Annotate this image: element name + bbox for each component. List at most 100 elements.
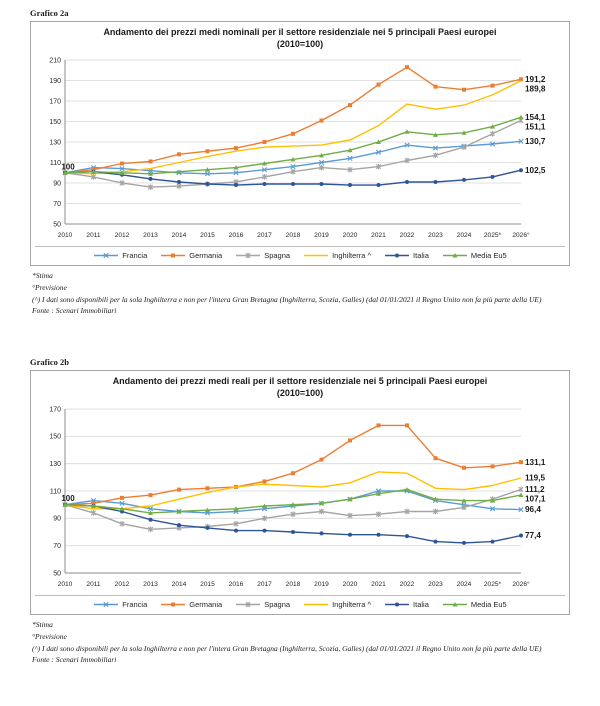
chart-title-2b-line2: (2010=100) <box>276 387 324 398</box>
line-chart-nominal: 50 70 90 110 130 150 170 190 210 2010 2011 2012 2013… <box>49 58 546 240</box>
svg-text:2021: 2021 <box>371 581 386 588</box>
svg-text:2016: 2016 <box>229 581 244 588</box>
chart-title-2b: Andamento dei prezzi medi reali per il s… <box>35 376 565 399</box>
svg-text:50: 50 <box>53 222 61 229</box>
footnotes-2a: *Stima °Previsione (^) I dati sono dispo… <box>32 270 570 317</box>
svg-text:50: 50 <box>53 571 61 578</box>
svg-text:131,1: 131,1 <box>525 458 546 467</box>
chart-label-2b: Grafico 2b <box>30 356 69 367</box>
chart-title-2a-line2: (2010=100) <box>276 38 324 49</box>
chart-title-2a: Andamento dei prezzi medi nominali per i… <box>35 27 565 50</box>
legend-label: Media Eu5 <box>470 251 507 261</box>
report-page: Grafico 2a Andamento dei prezzi medi nom… <box>30 8 570 666</box>
svg-text:154,1: 154,1 <box>525 113 546 122</box>
svg-text:130: 130 <box>49 140 61 147</box>
svg-text:2020: 2020 <box>343 581 358 588</box>
svg-text:170: 170 <box>49 407 61 414</box>
svg-text:2012: 2012 <box>115 232 130 239</box>
legend-item-media-eu5: Media Eu5 <box>442 600 507 609</box>
footnote-nota-inghilterra: (^) I dati sono disponibili per la sola … <box>32 294 542 304</box>
svg-text:90: 90 <box>53 516 61 523</box>
footnote-fonte: Fonte : Scenari Immobiliari <box>32 306 117 316</box>
chart-panel-2b: Andamento dei prezzi medi reali per il s… <box>30 369 570 616</box>
footnote-previsione: °Previsione <box>32 283 67 292</box>
legend-label: Francia <box>122 600 148 610</box>
svg-text:100: 100 <box>61 494 75 503</box>
svg-text:2013: 2013 <box>143 581 158 588</box>
footnotes-2b: *Stima °Previsione (^) I dati sono dispo… <box>32 619 570 666</box>
legend-item-francia: Francia <box>93 251 147 260</box>
legend-label: Inghilterra ^ <box>332 600 372 610</box>
legend-item-germania: Germania <box>160 600 222 609</box>
svg-text:191,2: 191,2 <box>525 75 546 84</box>
chart-panel-2a: Andamento dei prezzi medi nominali per i… <box>30 21 570 267</box>
svg-text:2014: 2014 <box>172 232 187 239</box>
svg-text:151,1: 151,1 <box>525 123 546 132</box>
svg-text:2021: 2021 <box>371 232 386 239</box>
svg-text:2011: 2011 <box>86 232 101 239</box>
legend-marker-icon <box>236 601 261 608</box>
svg-text:2025*: 2025* <box>484 232 502 239</box>
legend-marker-icon <box>442 253 467 258</box>
legend-label: Francia <box>122 251 148 261</box>
svg-text:70: 70 <box>53 543 61 550</box>
svg-text:2017: 2017 <box>257 232 272 239</box>
legend-marker-icon <box>385 602 410 607</box>
svg-text:2016: 2016 <box>229 232 244 239</box>
svg-text:110: 110 <box>50 489 61 496</box>
footnote-fonte: Fonte : Scenari Immobiliari <box>32 655 117 665</box>
svg-text:2017: 2017 <box>257 581 272 588</box>
legend-label: Germania <box>189 600 223 610</box>
legend-item-germania: Germania <box>160 251 222 260</box>
svg-text:2024: 2024 <box>457 581 472 588</box>
chart-title-2a-line1: Andamento dei prezzi medi nominali per i… <box>103 27 497 37</box>
svg-text:2010: 2010 <box>58 232 73 239</box>
svg-text:130,7: 130,7 <box>525 137 546 146</box>
svg-text:210: 210 <box>49 58 61 65</box>
line-chart-reale: 50 70 90 110 130 150 170 2010 2011 2012 2013 2014 20… <box>49 407 546 589</box>
chart-label-2a: Grafico 2a <box>30 8 69 18</box>
svg-text:2010: 2010 <box>58 581 73 588</box>
svg-text:100: 100 <box>61 163 75 172</box>
footnote-nota-inghilterra: (^) I dati sono disponibili per la sola … <box>32 643 542 653</box>
legend-marker-icon <box>385 253 410 258</box>
svg-text:2023: 2023 <box>428 581 443 588</box>
legend-marker-icon <box>304 255 329 257</box>
legend-label: Media Eu5 <box>470 600 507 610</box>
svg-text:189,8: 189,8 <box>525 85 546 94</box>
legend-marker-icon <box>442 602 467 607</box>
chart-legend-2b: Francia Germania Spagna Inghilterra ^ Italia… <box>35 595 565 612</box>
svg-text:102,5: 102,5 <box>525 166 546 175</box>
legend-label: Spagna <box>264 600 291 610</box>
svg-text:2023: 2023 <box>428 232 443 239</box>
svg-text:170: 170 <box>49 99 61 106</box>
svg-text:96,4: 96,4 <box>525 505 541 514</box>
svg-text:2014: 2014 <box>172 581 187 588</box>
legend-item-spagna: Spagna <box>235 600 290 609</box>
legend-label: Inghilterra ^ <box>332 251 372 261</box>
legend-marker-icon <box>161 602 186 607</box>
chart-block-2a: Grafico 2a Andamento dei prezzi medi nom… <box>30 8 570 317</box>
legend-marker-icon <box>304 604 329 606</box>
footnote-previsione: °Previsione <box>32 631 67 641</box>
chart-block-2b: Grafico 2b Andamento dei prezzi medi rea… <box>30 357 570 666</box>
svg-text:2015: 2015 <box>200 581 215 588</box>
svg-text:2026°: 2026° <box>512 580 530 588</box>
svg-text:150: 150 <box>49 119 61 126</box>
legend-label: Italia <box>413 251 429 261</box>
svg-text:2011: 2011 <box>86 581 101 588</box>
svg-text:2013: 2013 <box>143 232 158 239</box>
legend-marker-icon <box>94 253 119 259</box>
legend-item-francia: Francia <box>93 600 147 609</box>
svg-text:150: 150 <box>49 434 61 441</box>
svg-text:2024: 2024 <box>457 232 472 239</box>
svg-text:2022: 2022 <box>400 581 415 588</box>
svg-text:2019: 2019 <box>314 581 329 588</box>
legend-item-inghilterra: Inghilterra ^ <box>303 251 371 260</box>
legend-item-italia: Italia <box>384 600 429 609</box>
svg-text:2025*: 2025* <box>484 581 502 588</box>
svg-text:2018: 2018 <box>286 581 301 588</box>
svg-text:110: 110 <box>50 160 61 167</box>
svg-text:130: 130 <box>49 461 61 468</box>
svg-text:107,1: 107,1 <box>525 495 546 504</box>
